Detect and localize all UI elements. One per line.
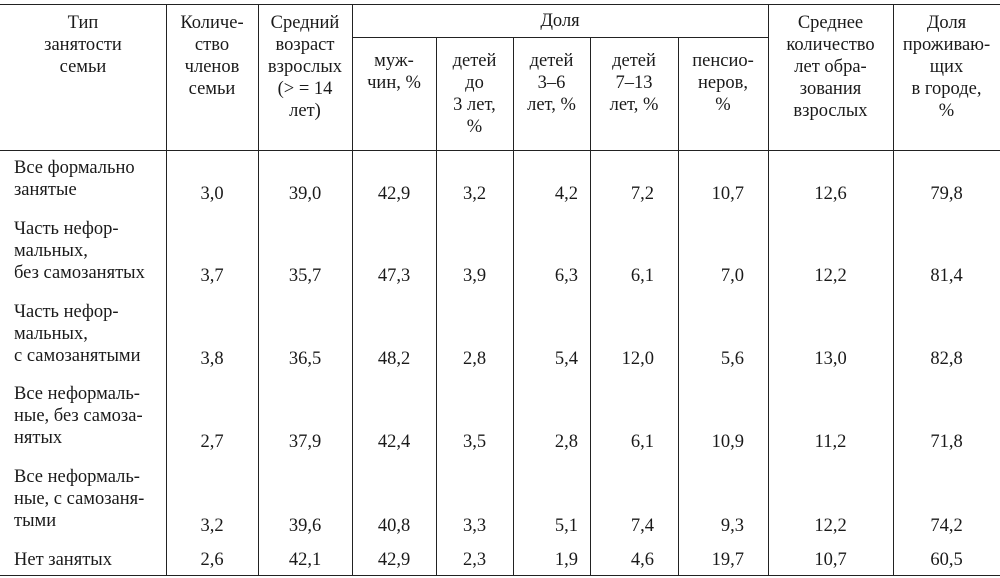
cell-urban: 74,2 <box>930 516 963 536</box>
col-divider <box>166 4 167 575</box>
header-members: Количе- ство членов семьи <box>180 13 244 99</box>
cell-urban: 71,8 <box>930 432 963 452</box>
col-divider <box>768 4 769 575</box>
cell-men: 47,3 <box>377 266 411 286</box>
table-bottom-border <box>0 575 1000 576</box>
header-bottom-border <box>0 150 1000 151</box>
col-divider <box>436 37 437 575</box>
cell-pensioners: 19,7 <box>711 550 744 570</box>
cell-urban: 79,8 <box>930 184 963 204</box>
cell-kids-3-6: 1,9 <box>554 550 578 570</box>
cell-men: 42,4 <box>377 432 411 452</box>
cell-kids-7-13: 6,1 <box>630 432 654 452</box>
header-age: Средний возраст взрослых (> = 14 лет) <box>267 13 343 121</box>
header-men: муж- чин, % <box>367 51 421 93</box>
header-kids-under3: детей до 3 лет, % <box>452 51 497 137</box>
cell-kids-7-13: 7,2 <box>630 184 654 204</box>
col-divider <box>258 4 259 575</box>
cell-pensioners: 10,7 <box>711 184 744 204</box>
row-label: Все неформаль- ные, без самоза- нятых <box>14 384 143 448</box>
cell-education: 12,2 <box>814 516 847 536</box>
cell-kids-under3: 3,2 <box>462 184 487 204</box>
header-urban: Доля проживаю- щих в городе, % <box>902 13 991 121</box>
col-divider <box>590 37 591 575</box>
cell-members: 3,0 <box>200 184 224 204</box>
cell-urban: 82,8 <box>930 349 963 369</box>
cell-men: 48,2 <box>377 349 411 369</box>
cell-education: 12,6 <box>814 184 847 204</box>
cell-kids-3-6: 4,2 <box>554 184 578 204</box>
cell-members: 3,7 <box>200 266 224 286</box>
col-divider <box>352 4 353 575</box>
cell-pensioners: 5,6 <box>720 349 744 369</box>
table-top-border <box>0 4 1000 5</box>
share-group-underline <box>352 37 768 38</box>
cell-education: 13,0 <box>814 349 847 369</box>
row-label: Все неформаль- ные, с самозаня- тыми <box>14 467 145 531</box>
cell-kids-under3: 3,9 <box>462 266 487 286</box>
cell-kids-under3: 2,8 <box>462 349 487 369</box>
cell-pensioners: 7,0 <box>720 266 744 286</box>
cell-members: 3,8 <box>200 349 224 369</box>
cell-men: 40,8 <box>377 516 411 536</box>
col-divider <box>678 37 679 575</box>
cell-kids-under3: 3,5 <box>462 432 487 452</box>
cell-men: 42,9 <box>377 550 411 570</box>
cell-men: 42,9 <box>377 184 411 204</box>
header-kids-3-6: детей 3–6 лет, % <box>527 51 576 115</box>
cell-education: 10,7 <box>814 550 847 570</box>
row-label: Часть нефор- мальных, с самозанятыми <box>14 302 141 366</box>
header-kids-7-13: детей 7–13 лет, % <box>609 51 659 115</box>
header-education: Среднее количество лет обра- зования взр… <box>786 13 875 121</box>
cell-members: 2,6 <box>200 550 224 570</box>
row-label: Нет занятых <box>14 550 112 570</box>
cell-urban: 81,4 <box>930 266 963 286</box>
cell-kids-7-13: 6,1 <box>630 266 654 286</box>
cell-pensioners: 10,9 <box>711 432 744 452</box>
cell-members: 3,2 <box>200 516 224 536</box>
row-label: Часть нефор- мальных, без самозанятых <box>14 219 145 283</box>
cell-urban: 60,5 <box>930 550 963 570</box>
cell-kids-7-13: 4,6 <box>630 550 654 570</box>
cell-kids-7-13: 12,0 <box>621 349 654 369</box>
cell-kids-3-6: 5,1 <box>554 516 578 536</box>
header-pensioners: пенсио- неров, % <box>692 51 754 115</box>
row-label: Все формально занятые <box>14 158 135 200</box>
cell-education: 12,2 <box>814 266 847 286</box>
cell-kids-3-6: 2,8 <box>554 432 578 452</box>
cell-pensioners: 9,3 <box>720 516 744 536</box>
cell-kids-under3: 3,3 <box>462 516 487 536</box>
cell-education: 11,2 <box>814 432 847 452</box>
cell-age: 35,7 <box>288 266 322 286</box>
cell-age: 37,9 <box>288 432 322 452</box>
cell-age: 42,1 <box>288 550 322 570</box>
cell-kids-3-6: 6,3 <box>554 266 578 286</box>
cell-age: 39,6 <box>288 516 322 536</box>
col-divider <box>513 37 514 575</box>
header-type: Тип занятости семьи <box>44 13 122 77</box>
cell-kids-7-13: 7,4 <box>630 516 654 536</box>
header-share-group: Доля <box>540 11 580 31</box>
cell-kids-3-6: 5,4 <box>554 349 578 369</box>
cell-age: 36,5 <box>288 349 322 369</box>
cell-members: 2,7 <box>200 432 224 452</box>
col-divider <box>893 4 894 575</box>
cell-kids-under3: 2,3 <box>462 550 487 570</box>
cell-age: 39,0 <box>288 184 322 204</box>
